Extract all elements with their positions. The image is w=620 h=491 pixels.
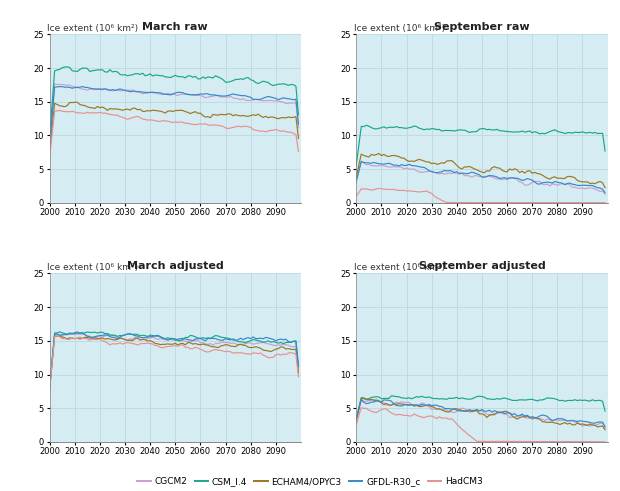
Text: Ice extent (10⁶ km²): Ice extent (10⁶ km²)	[354, 24, 445, 33]
Title: September adjusted: September adjusted	[418, 261, 546, 272]
Legend: CGCM2, CSM_I.4, ECHAM4/OPYC3, GFDL-R30_c, HadCM3: CGCM2, CSM_I.4, ECHAM4/OPYC3, GFDL-R30_c…	[138, 477, 482, 487]
Text: Ice extent (10⁶ km²): Ice extent (10⁶ km²)	[47, 24, 138, 33]
Text: Ice extent (10⁶ km²): Ice extent (10⁶ km²)	[47, 263, 138, 272]
Text: Ice extent (10⁶ km²): Ice extent (10⁶ km²)	[354, 263, 445, 272]
Title: September raw: September raw	[434, 22, 529, 32]
Title: March adjusted: March adjusted	[127, 261, 224, 272]
Title: March raw: March raw	[143, 22, 208, 32]
